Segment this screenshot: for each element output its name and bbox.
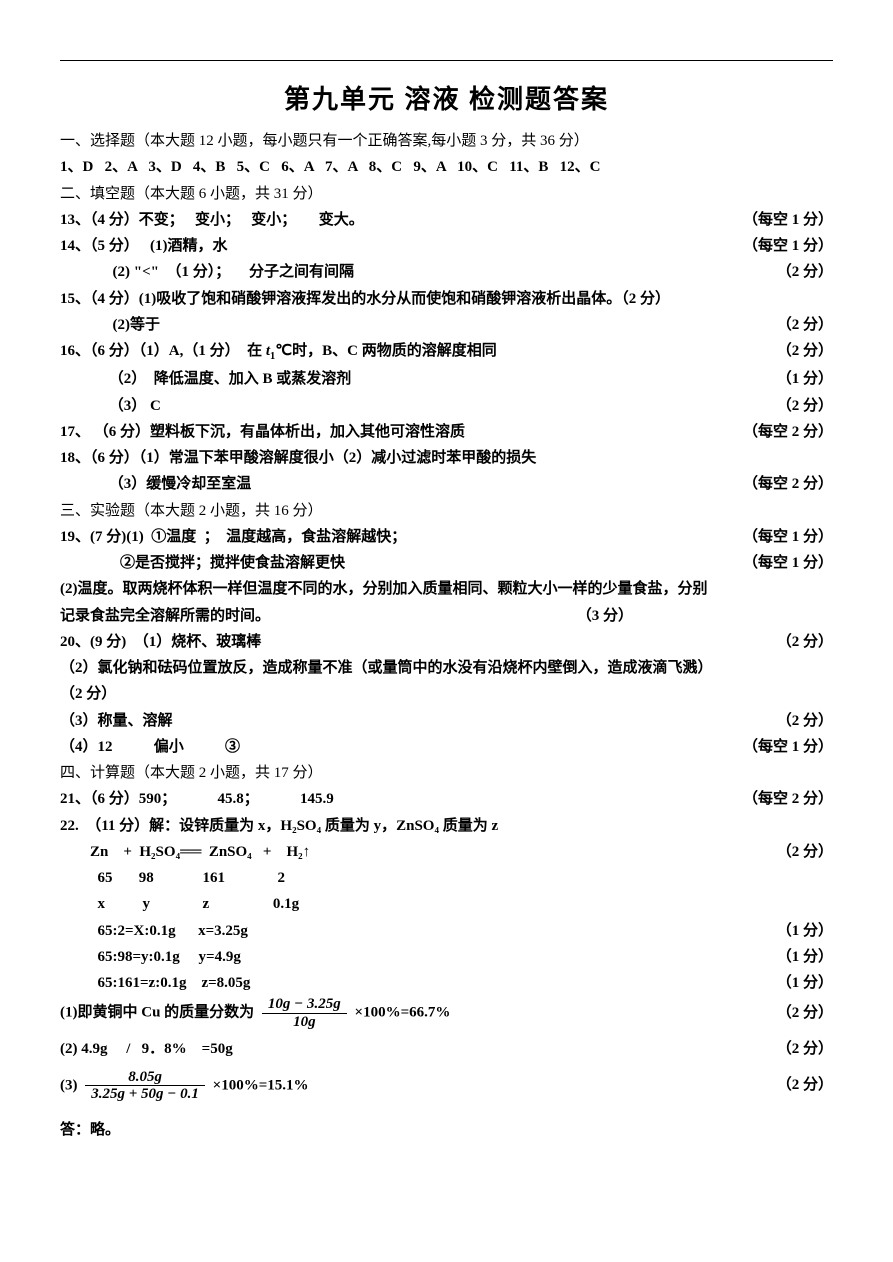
q22j-den: 3.25g + 50g − 0.1 [85, 1086, 205, 1103]
q22e-left: 65:2=X:0.1g x=3.25g [60, 918, 248, 944]
q22c: 65 98 161 2 [60, 865, 833, 891]
q20a-right: （2 分） [777, 629, 833, 655]
q22g: 65:161=z:0.1g z=8.05g （1 分） [60, 970, 833, 996]
q19d-mid: （3 分） [577, 603, 633, 629]
q18b-left: （3）缓慢冷却至室温 [60, 471, 251, 497]
q18b-right: （每空 2 分） [743, 471, 833, 497]
page: 第九单元 溶液 检测题答案 一、选择题（本大题 12 小题，每小题只有一个正确答… [0, 0, 893, 1262]
q18b: （3）缓慢冷却至室温 （每空 2 分） [60, 471, 833, 497]
q22j-prefix: (3) [60, 1077, 81, 1093]
q16a-suffix: ℃时，B、C 两物质的溶解度相同 [275, 343, 496, 359]
q22h-prefix: (1)即黄铜中 Cu 的质量分数为 [60, 1005, 254, 1021]
q22i-left: (2) 4.9g / 9．8% =50g [60, 1036, 233, 1062]
q20a-left: 20、(9 分) （1）烧杯、玻璃棒 [60, 629, 261, 655]
q19b-left: ②是否搅拌；搅拌使食盐溶解更快 [60, 550, 345, 576]
q22b-left: Zn + H₂SO₄══ ZnSO₄ + H₂↑ [60, 839, 310, 865]
section-1-header: 一、选择题（本大题 12 小题，每小题只有一个正确答案,每小题 3 分，共 36… [60, 128, 833, 154]
q22f-left: 65:98=y:0.1g y=4.9g [60, 944, 241, 970]
q17: 17、 （6 分）塑料板下沉，有晶体析出，加入其他可溶性溶质 （每空 2 分） [60, 419, 833, 445]
q19a-left: 19、(7 分)(1) ①温度 ； 温度越高，食盐溶解越快； [60, 524, 406, 550]
q22h-den: 10g [262, 1014, 347, 1031]
q19d: 记录食盐完全溶解所需的时间。 （3 分） [60, 603, 833, 629]
q20b2: （2 分） [60, 681, 833, 707]
page-title: 第九单元 溶液 检测题答案 [60, 79, 833, 116]
section-3-header: 三、实验题（本大题 2 小题，共 16 分） [60, 498, 833, 524]
q22j-right: （2 分） [777, 1069, 833, 1102]
q16a-left: 16、（6 分）（1）A,（1 分） 在 t1℃时，B、C 两物质的溶解度相同 [60, 338, 497, 366]
q22j-num: 8.05g [85, 1069, 205, 1087]
q14b-right: （2 分） [777, 259, 833, 285]
q15b: (2)等于 （2 分） [60, 312, 833, 338]
q20d: （4）12 偏小 ③ （每空 1 分） [60, 734, 833, 760]
q20c-right: （2 分） [777, 708, 833, 734]
q16b: （2） 降低温度、加入 B 或蒸发溶剂 （1 分） [60, 366, 833, 392]
q16a-right: （2 分） [777, 338, 833, 366]
q15b-left: (2)等于 [60, 312, 160, 338]
q19c: (2)温度。取两烧杯体积一样但温度不同的水，分别加入质量相同、颗粒大小一样的少量… [60, 576, 833, 602]
q19d-left: 记录食盐完全溶解所需的时间。 [60, 603, 270, 629]
answer-end: 答：略。 [60, 1117, 833, 1143]
q14b: (2) "<" （1 分）； 分子之间有间隔 （2 分） [60, 259, 833, 285]
q17-left: 17、 （6 分）塑料板下沉，有晶体析出，加入其他可溶性溶质 [60, 419, 465, 445]
q21-left: 21、（6 分）590； 45.8； 145.9 [60, 786, 334, 812]
q22i: (2) 4.9g / 9．8% =50g （2 分） [60, 1036, 833, 1062]
q21-right: （每空 2 分） [743, 786, 833, 812]
q22h-left: (1)即黄铜中 Cu 的质量分数为 10g − 3.25g 10g ×100%=… [60, 996, 450, 1030]
q13: 13、（4 分）不变； 变小； 变小； 变大。 （每空 1 分） [60, 207, 833, 233]
q22j-suffix: ×100%=15.1% [213, 1077, 309, 1093]
q22i-right: （2 分） [777, 1036, 833, 1062]
q20d-left: （4）12 偏小 ③ [60, 734, 240, 760]
q22j-left: (3) 8.05g 3.25g + 50g − 0.1 ×100%=15.1% [60, 1069, 309, 1103]
q14a-left: 14、（5 分） (1)酒精，水 [60, 233, 228, 259]
q22d: x y z 0.1g [60, 891, 833, 917]
q16c: （3） C （2 分） [60, 393, 833, 419]
q22b-right: （2 分） [777, 839, 833, 865]
q15b-right: （2 分） [777, 312, 833, 338]
q13-left: 13、（4 分）不变； 变小； 变小； 变大。 [60, 207, 364, 233]
q22b: Zn + H₂SO₄══ ZnSO₄ + H₂↑ （2 分） [60, 839, 833, 865]
q20d-right: （每空 1 分） [743, 734, 833, 760]
section-4-header: 四、计算题（本大题 2 小题，共 17 分） [60, 760, 833, 786]
q19a-right: （每空 1 分） [743, 524, 833, 550]
q15a: 15、（4 分）(1)吸收了饱和硝酸钾溶液挥发出的水分从而使饱和硝酸钾溶液析出晶… [60, 286, 833, 312]
q22g-left: 65:161=z:0.1g z=8.05g [60, 970, 250, 996]
q22h-num: 10g − 3.25g [262, 996, 347, 1014]
q22j: (3) 8.05g 3.25g + 50g − 0.1 ×100%=15.1% … [60, 1069, 833, 1103]
q16a: 16、（6 分）（1）A,（1 分） 在 t1℃时，B、C 两物质的溶解度相同 … [60, 338, 833, 366]
q21: 21、（6 分）590； 45.8； 145.9 （每空 2 分） [60, 786, 833, 812]
q14b-left: (2) "<" （1 分）； 分子之间有间隔 [60, 259, 354, 285]
q22f-right: （1 分） [777, 944, 833, 970]
q16a-prefix: 16、（6 分）（1）A,（1 分） 在 [60, 343, 266, 359]
q22e: 65:2=X:0.1g x=3.25g （1 分） [60, 918, 833, 944]
q20c: （3）称量、溶解 （2 分） [60, 708, 833, 734]
section-1-answers: 1、D 2、A 3、D 4、B 5、C 6、A 7、A 8、C 9、A 10、C… [60, 154, 833, 180]
top-rule [60, 60, 833, 61]
q14a: 14、（5 分） (1)酒精，水 （每空 1 分） [60, 233, 833, 259]
q18a: 18、（6 分）（1）常温下苯甲酸溶解度很小（2）减小过滤时苯甲酸的损失 [60, 445, 833, 471]
q20b: （2）氯化钠和砝码位置放反，造成称量不准（或量筒中的水没有沿烧杯内壁倒入，造成液… [60, 655, 833, 681]
q22j-frac: 8.05g 3.25g + 50g − 0.1 [85, 1069, 205, 1103]
q22h: (1)即黄铜中 Cu 的质量分数为 10g − 3.25g 10g ×100%=… [60, 996, 833, 1030]
q19b: ②是否搅拌；搅拌使食盐溶解更快 （每空 1 分） [60, 550, 833, 576]
q19b-right: （每空 1 分） [743, 550, 833, 576]
q22h-suffix: ×100%=66.7% [355, 1005, 451, 1021]
q22g-right: （1 分） [777, 970, 833, 996]
q22f: 65:98=y:0.1g y=4.9g （1 分） [60, 944, 833, 970]
q20c-left: （3）称量、溶解 [60, 708, 173, 734]
q16c-right: （2 分） [777, 393, 833, 419]
q20a: 20、(9 分) （1）烧杯、玻璃棒 （2 分） [60, 629, 833, 655]
q16b-left: （2） 降低温度、加入 B 或蒸发溶剂 [60, 366, 351, 392]
q14a-right: （每空 1 分） [743, 233, 833, 259]
q17-right: （每空 2 分） [743, 419, 833, 445]
q13-right: （每空 1 分） [743, 207, 833, 233]
section-2-header: 二、填空题（本大题 6 小题，共 31 分） [60, 181, 833, 207]
q22e-right: （1 分） [777, 918, 833, 944]
q19a: 19、(7 分)(1) ①温度 ； 温度越高，食盐溶解越快； （每空 1 分） [60, 524, 833, 550]
q16c-left: （3） C [60, 393, 161, 419]
q22a: 22. （11 分）解：设锌质量为 x，H₂SO₄ 质量为 y，ZnSO₄ 质量… [60, 813, 833, 839]
q22h-frac: 10g − 3.25g 10g [262, 996, 347, 1030]
q22h-right: （2 分） [777, 997, 833, 1030]
q16b-right: （1 分） [777, 366, 833, 392]
